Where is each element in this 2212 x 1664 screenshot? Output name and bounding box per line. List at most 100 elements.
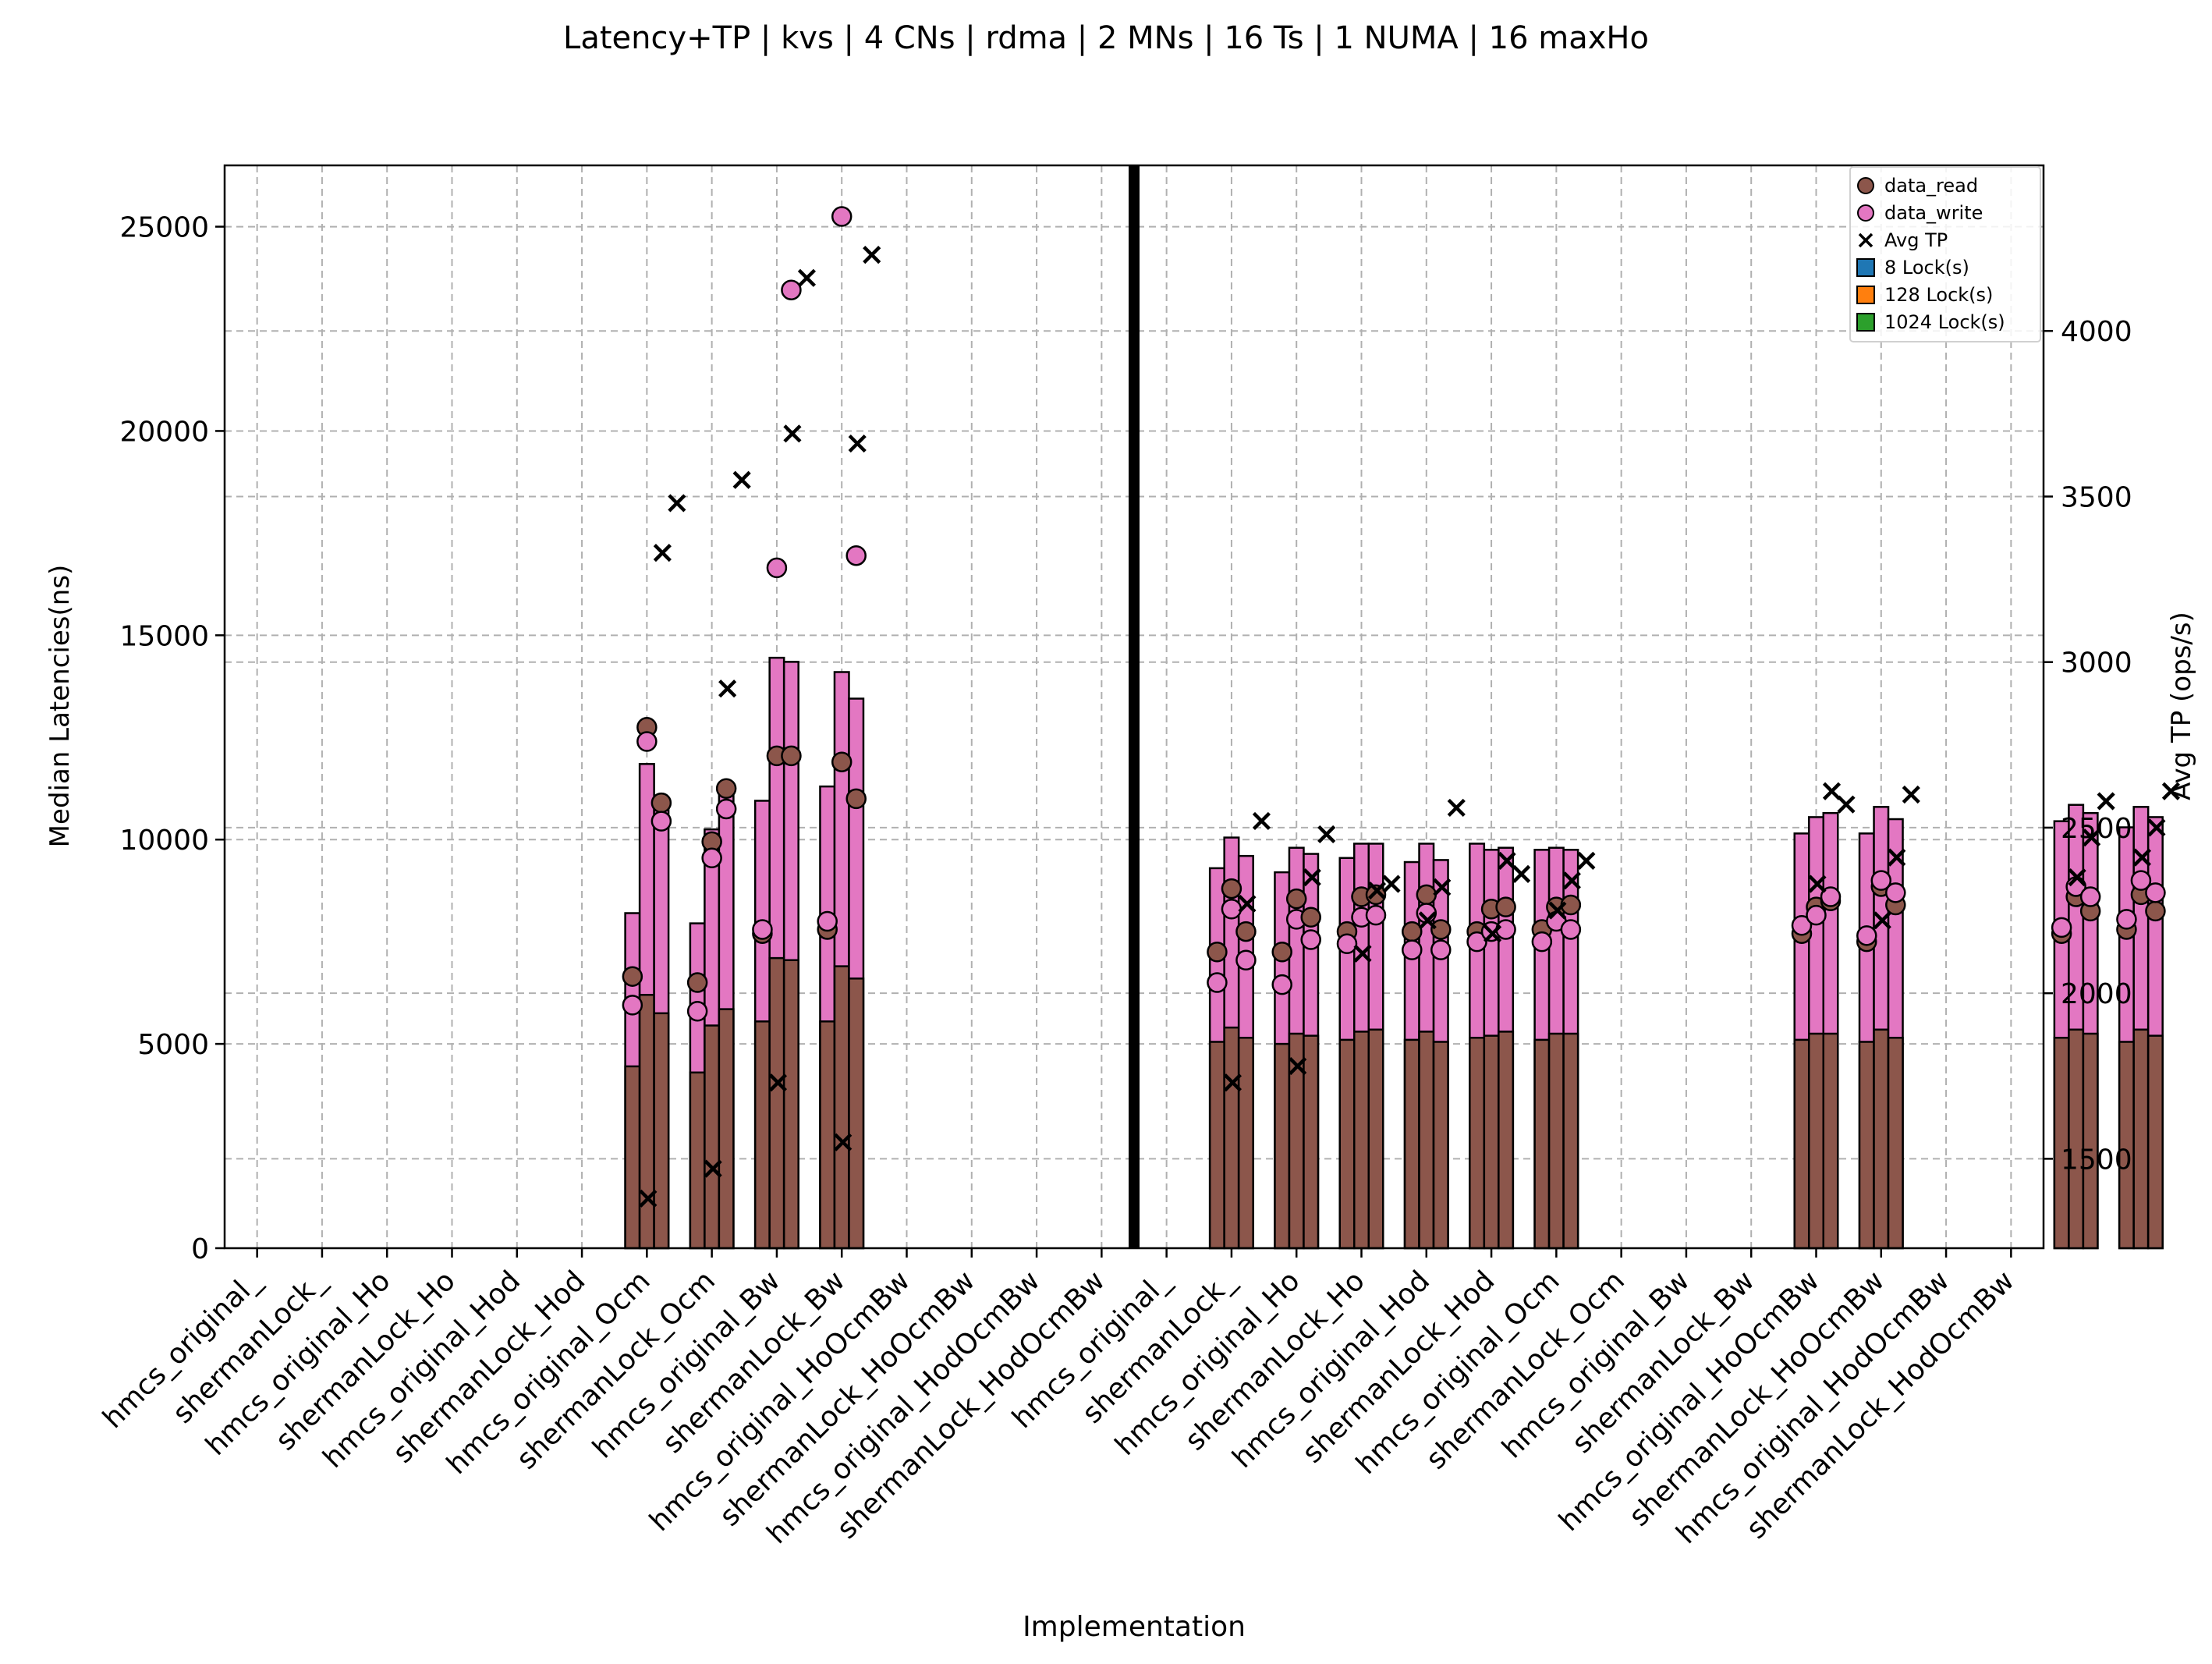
point-data-read <box>1495 896 1516 917</box>
point-data-write <box>1856 925 1877 946</box>
tp-marker <box>1367 881 1387 900</box>
tp-marker-stroke <box>2097 792 2115 811</box>
tp-marker <box>1902 785 1920 804</box>
tp-marker-stroke <box>797 268 817 287</box>
bar-data-read <box>1483 1034 1500 1250</box>
bar-data-read <box>1403 1038 1420 1250</box>
bar-data-read <box>2132 1028 2150 1250</box>
point-data-write <box>1791 914 1813 936</box>
point-data-write <box>845 545 867 566</box>
point-data-write <box>650 811 672 832</box>
legend-marker-x <box>1858 232 1873 248</box>
bar-data-read <box>1562 1032 1579 1250</box>
tp-marker-stroke <box>1418 911 1437 930</box>
point-data-write <box>2079 886 2101 907</box>
tp-marker <box>639 1189 658 1208</box>
bar-data-read <box>753 1020 771 1250</box>
tp-marker <box>704 1159 722 1178</box>
bar-data-read <box>704 1024 721 1250</box>
point-data-read <box>1221 878 1242 899</box>
bar-data-read <box>1338 1038 1356 1250</box>
tp-marker <box>783 424 802 443</box>
point-data-write <box>752 919 773 940</box>
tp-marker-stroke <box>668 494 686 513</box>
tp-marker-stroke <box>1367 881 1387 900</box>
tp-marker-stroke <box>1303 868 1321 887</box>
tp-marker <box>732 470 751 489</box>
bar-data-read <box>1533 1038 1551 1250</box>
point-data-read <box>781 745 802 767</box>
tp-marker <box>1562 871 1581 890</box>
point-data-write <box>686 1000 708 1022</box>
tp-marker <box>1252 811 1271 831</box>
tp-marker <box>1223 1073 1242 1092</box>
bar-data-read <box>1418 1031 1435 1250</box>
point-data-write <box>2130 870 2152 891</box>
latency-points <box>622 206 2166 1022</box>
bar-data-read <box>2053 1037 2070 1250</box>
point-data-write <box>2051 917 2072 938</box>
bar-data-read <box>1873 1028 1890 1250</box>
tp-marker-stroke <box>1512 864 1531 883</box>
point-data-write <box>766 557 788 579</box>
point-data-read <box>1402 921 1423 942</box>
tp-marker-stroke <box>704 1159 722 1178</box>
point-data-write <box>1336 933 1358 955</box>
tp-marker <box>1873 911 1891 930</box>
throughput-markers <box>639 246 2181 1208</box>
tp-marker <box>2083 828 2101 847</box>
point-data-write <box>1300 929 1321 950</box>
tp-marker-stroke <box>1888 848 1906 867</box>
y2-tick-label: 4000 <box>2061 316 2132 348</box>
tp-marker-stroke <box>718 679 737 698</box>
tp-marker-stroke <box>732 470 751 489</box>
x-axis-label: Implementation <box>1023 1611 1246 1643</box>
bar-data-read <box>1822 1032 1839 1250</box>
y2-tick-label: 2000 <box>2061 978 2132 1010</box>
tp-marker-stroke <box>1382 875 1401 893</box>
tp-marker <box>768 1073 788 1092</box>
point-data-write <box>1495 919 1516 940</box>
tp-marker <box>2161 782 2181 800</box>
point-data-write <box>636 731 658 752</box>
tp-marker <box>1418 911 1437 930</box>
point-data-write <box>781 279 802 301</box>
y2-tick-label: 3000 <box>2061 648 2132 679</box>
point-data-read <box>1271 942 1292 963</box>
point-data-read <box>1207 942 1228 963</box>
bar-data-read <box>1887 1037 1904 1250</box>
tp-marker <box>718 679 737 698</box>
tp-marker <box>668 494 686 513</box>
tp-marker <box>2147 818 2166 837</box>
tp-marker-stroke <box>783 424 802 443</box>
tp-marker-stroke <box>1223 1073 1242 1092</box>
tp-marker-stroke <box>1498 851 1516 870</box>
bar-data-read <box>1208 1041 1225 1250</box>
point-data-write <box>1430 939 1452 960</box>
point-data-read <box>2145 900 2166 922</box>
tp-marker-stroke <box>2083 828 2101 847</box>
point-data-read <box>686 972 708 993</box>
tp-marker-stroke <box>1837 795 1856 814</box>
point-data-write <box>701 847 722 869</box>
bar-data-read <box>2146 1034 2164 1250</box>
point-data-write <box>1531 931 1553 953</box>
tp-marker-stroke <box>2132 848 2152 867</box>
tp-marker-stroke <box>1873 911 1891 930</box>
bar-data-read <box>1469 1037 1486 1250</box>
tp-marker <box>1808 875 1827 893</box>
tp-marker <box>1888 848 1906 867</box>
bar-data-read <box>1274 1042 1291 1250</box>
bar-data-read <box>689 1071 706 1250</box>
tp-marker-stroke <box>1252 811 1271 831</box>
legend-label: data_read <box>1884 175 1978 197</box>
point-data-read <box>1430 919 1452 940</box>
legend: data_read data_write Avg TP 8 Lock(s) 128 Lo… <box>1849 166 2041 342</box>
y2-tick-label: 3500 <box>2061 481 2132 513</box>
tp-marker-stroke <box>2068 868 2086 887</box>
point-data-read <box>1365 884 1387 906</box>
plot-area <box>223 164 2045 1250</box>
point-data-read <box>650 792 672 814</box>
legend-marker-square <box>1856 258 1875 277</box>
